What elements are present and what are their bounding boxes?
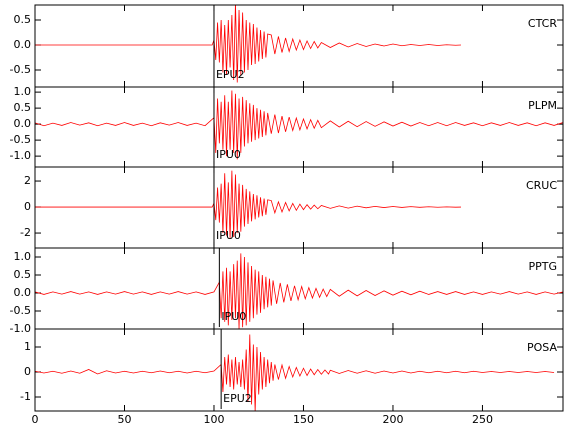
y-tick-label: 0.0 <box>14 117 32 130</box>
y-tick-label: 0.5 <box>14 13 32 26</box>
y-tick-label: 0.5 <box>14 268 32 281</box>
y-tick-label: 0.0 <box>14 38 32 51</box>
station-label: POSA <box>527 341 557 354</box>
trace <box>35 253 563 329</box>
trace <box>35 5 461 83</box>
y-tick-label: 1.0 <box>14 250 32 263</box>
pick-label: EPU2 <box>223 392 252 405</box>
x-tick-label: 100 <box>203 413 224 426</box>
station-label: PLPM <box>528 99 557 112</box>
station-label: CRUC <box>526 179 557 192</box>
station-label: CTCR <box>528 17 557 30</box>
pick-label: EPU2 <box>216 68 245 81</box>
y-tick-label: 0 <box>24 200 31 213</box>
y-tick-label: 0.5 <box>14 101 32 114</box>
y-tick-label: 1.0 <box>14 85 32 98</box>
panel-frame <box>34 247 564 330</box>
y-tick-label: 2 <box>24 174 31 187</box>
x-tick-label: 50 <box>117 413 131 426</box>
trace <box>35 90 563 160</box>
y-tick-label: -0.5 <box>10 63 31 76</box>
y-tick-label: 0 <box>24 365 31 378</box>
x-tick-label: 0 <box>32 413 39 426</box>
x-tick-label: 250 <box>472 413 493 426</box>
y-tick-label: -0.5 <box>10 133 31 146</box>
y-tick-label: -2 <box>20 226 31 239</box>
panel-frame <box>34 4 564 88</box>
station-label: PPTG <box>528 260 557 273</box>
trace <box>35 334 555 411</box>
y-tick-label: 0.0 <box>14 286 32 299</box>
trace <box>35 170 461 239</box>
panel-frame <box>34 328 564 412</box>
y-tick-label: -1.0 <box>10 149 31 162</box>
y-tick-label: -1 <box>20 390 31 403</box>
pick-label: IPU0 <box>216 229 241 242</box>
panel-frame <box>34 166 564 249</box>
pick-label: IPU0 <box>221 310 246 323</box>
y-tick-label: -1.0 <box>10 322 31 335</box>
y-tick-label: 1 <box>24 340 31 353</box>
x-tick-label: 150 <box>293 413 314 426</box>
y-tick-label: -0.5 <box>10 304 31 317</box>
x-tick-label: 200 <box>382 413 403 426</box>
pick-label: IPU0 <box>216 148 241 161</box>
